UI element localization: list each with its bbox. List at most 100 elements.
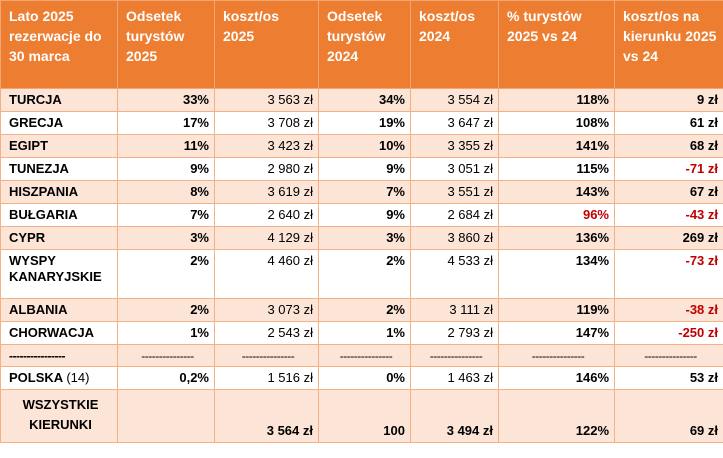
ratio: 96% xyxy=(498,203,615,227)
table-row: HISZPANIA 8% 3 619 zł 7% 3 551 zł 143% 6… xyxy=(0,180,723,204)
share-2024: 9% xyxy=(318,157,411,181)
table-row: CHORWACJA 1% 2 543 zł 1% 2 793 zł 147% -… xyxy=(0,321,723,345)
share-2025 xyxy=(117,389,215,443)
country-name: TURCJA xyxy=(0,88,118,112)
ratio: 143% xyxy=(498,180,615,204)
header-row: Lato 2025 rezerwacje do 30 marca Odsetek… xyxy=(0,0,723,89)
ratio: 141% xyxy=(498,134,615,158)
table-row: TUNEZJA 9% 2 980 zł 9% 3 051 zł 115% -71… xyxy=(0,157,723,181)
tourism-table: Lato 2025 rezerwacje do 30 marca Odsetek… xyxy=(0,0,723,443)
cost-2024: 3 551 zł xyxy=(410,180,499,204)
ratio: 136% xyxy=(498,226,615,250)
cost-diff: -73 zł xyxy=(614,249,723,299)
polska-note: (14) xyxy=(66,370,90,385)
cost-diff: -43 zł xyxy=(614,203,723,227)
cost-2025: 2 980 zł xyxy=(214,157,319,181)
separator-row: ---------------- --------------- -------… xyxy=(0,344,723,367)
separator-cell: --------------- xyxy=(614,344,723,367)
cost-2025: 3 563 zł xyxy=(214,88,319,112)
cost-2025: 2 640 zł xyxy=(214,203,319,227)
cost-diff: 67 zł xyxy=(614,180,723,204)
share-2024: 2% xyxy=(318,298,411,322)
share-2024: 2% xyxy=(318,249,411,299)
cost-2024: 3 860 zł xyxy=(410,226,499,250)
table-row: BUŁGARIA 7% 2 640 zł 9% 2 684 zł 96% -43… xyxy=(0,203,723,227)
total-row: WSZYSTKIE KIERUNKI 3 564 zł 100 3 494 zł… xyxy=(0,389,723,443)
table-row: WYSPY KANARYJSKIE 2% 4 460 zł 2% 4 533 z… xyxy=(0,249,723,299)
share-2025: 17% xyxy=(117,111,215,135)
header-destination: Lato 2025 rezerwacje do 30 marca xyxy=(0,0,118,89)
table-row: ALBANIA 2% 3 073 zł 2% 3 111 zł 119% -38… xyxy=(0,298,723,322)
cost-diff: 68 zł xyxy=(614,134,723,158)
header-share-2025: Odsetek turystów 2025 xyxy=(117,0,215,89)
share-2024: 0% xyxy=(318,366,411,390)
share-2025: 3% xyxy=(117,226,215,250)
separator-cell: --------------- xyxy=(410,344,499,367)
cost-2024: 3 051 zł xyxy=(410,157,499,181)
ratio: 122% xyxy=(498,389,615,443)
header-cost-2024: koszt/os 2024 xyxy=(410,0,499,89)
share-2024: 10% xyxy=(318,134,411,158)
cost-2025: 4 460 zł xyxy=(214,249,319,299)
header-share-2024: Odsetek turystów 2024 xyxy=(318,0,411,89)
ratio: 146% xyxy=(498,366,615,390)
cost-diff: -71 zł xyxy=(614,157,723,181)
cost-diff: 9 zł xyxy=(614,88,723,112)
table-row: TURCJA 33% 3 563 zł 34% 3 554 zł 118% 9 … xyxy=(0,88,723,112)
table-row: GRECJA 17% 3 708 zł 19% 3 647 zł 108% 61… xyxy=(0,111,723,135)
cost-2024: 3 355 zł xyxy=(410,134,499,158)
separator-cell: --------------- xyxy=(117,344,215,367)
header-ratio: % turystów 2025 vs 24 xyxy=(498,0,615,89)
share-2024: 7% xyxy=(318,180,411,204)
cost-2025: 1 516 zł xyxy=(214,366,319,390)
share-2025: 1% xyxy=(117,321,215,345)
table-row: CYPR 3% 4 129 zł 3% 3 860 zł 136% 269 zł xyxy=(0,226,723,250)
cost-2024: 2 684 zł xyxy=(410,203,499,227)
table-row: EGIPT 11% 3 423 zł 10% 3 355 zł 141% 68 … xyxy=(0,134,723,158)
header-cost-2025: koszt/os 2025 xyxy=(214,0,319,89)
share-2025: 2% xyxy=(117,249,215,299)
cost-2025: 3 073 zł xyxy=(214,298,319,322)
cost-2025: 3 564 zł xyxy=(214,389,319,443)
share-2024: 1% xyxy=(318,321,411,345)
ratio: 134% xyxy=(498,249,615,299)
share-2025: 0,2% xyxy=(117,366,215,390)
total-label: WSZYSTKIE KIERUNKI xyxy=(0,389,118,443)
ratio: 115% xyxy=(498,157,615,181)
share-2024: 34% xyxy=(318,88,411,112)
ratio: 118% xyxy=(498,88,615,112)
country-name: GRECJA xyxy=(0,111,118,135)
cost-diff: 53 zł xyxy=(614,366,723,390)
cost-diff: -38 zł xyxy=(614,298,723,322)
ratio: 147% xyxy=(498,321,615,345)
share-2025: 8% xyxy=(117,180,215,204)
polska-label: POLSKA xyxy=(9,370,63,385)
cost-2025: 2 543 zł xyxy=(214,321,319,345)
share-2025: 2% xyxy=(117,298,215,322)
cost-2025: 3 619 zł xyxy=(214,180,319,204)
separator-cell: --------------- xyxy=(318,344,411,367)
share-2024: 19% xyxy=(318,111,411,135)
share-2025: 9% xyxy=(117,157,215,181)
cost-diff: 69 zł xyxy=(614,389,723,443)
country-name: EGIPT xyxy=(0,134,118,158)
share-2024: 100 xyxy=(318,389,411,443)
country-name: TUNEZJA xyxy=(0,157,118,181)
cost-diff: 269 zł xyxy=(614,226,723,250)
country-name: WYSPY KANARYJSKIE xyxy=(0,249,118,299)
country-name: BUŁGARIA xyxy=(0,203,118,227)
share-2025: 33% xyxy=(117,88,215,112)
ratio: 108% xyxy=(498,111,615,135)
cost-2024: 3 554 zł xyxy=(410,88,499,112)
share-2025: 11% xyxy=(117,134,215,158)
share-2025: 7% xyxy=(117,203,215,227)
cost-diff: 61 zł xyxy=(614,111,723,135)
cost-2025: 4 129 zł xyxy=(214,226,319,250)
country-name: CHORWACJA xyxy=(0,321,118,345)
cost-2024: 4 533 zł xyxy=(410,249,499,299)
country-name: ALBANIA xyxy=(0,298,118,322)
country-name: CYPR xyxy=(0,226,118,250)
separator-cell: --------------- xyxy=(498,344,615,367)
share-2024: 3% xyxy=(318,226,411,250)
separator-cell: --------------- xyxy=(214,344,319,367)
